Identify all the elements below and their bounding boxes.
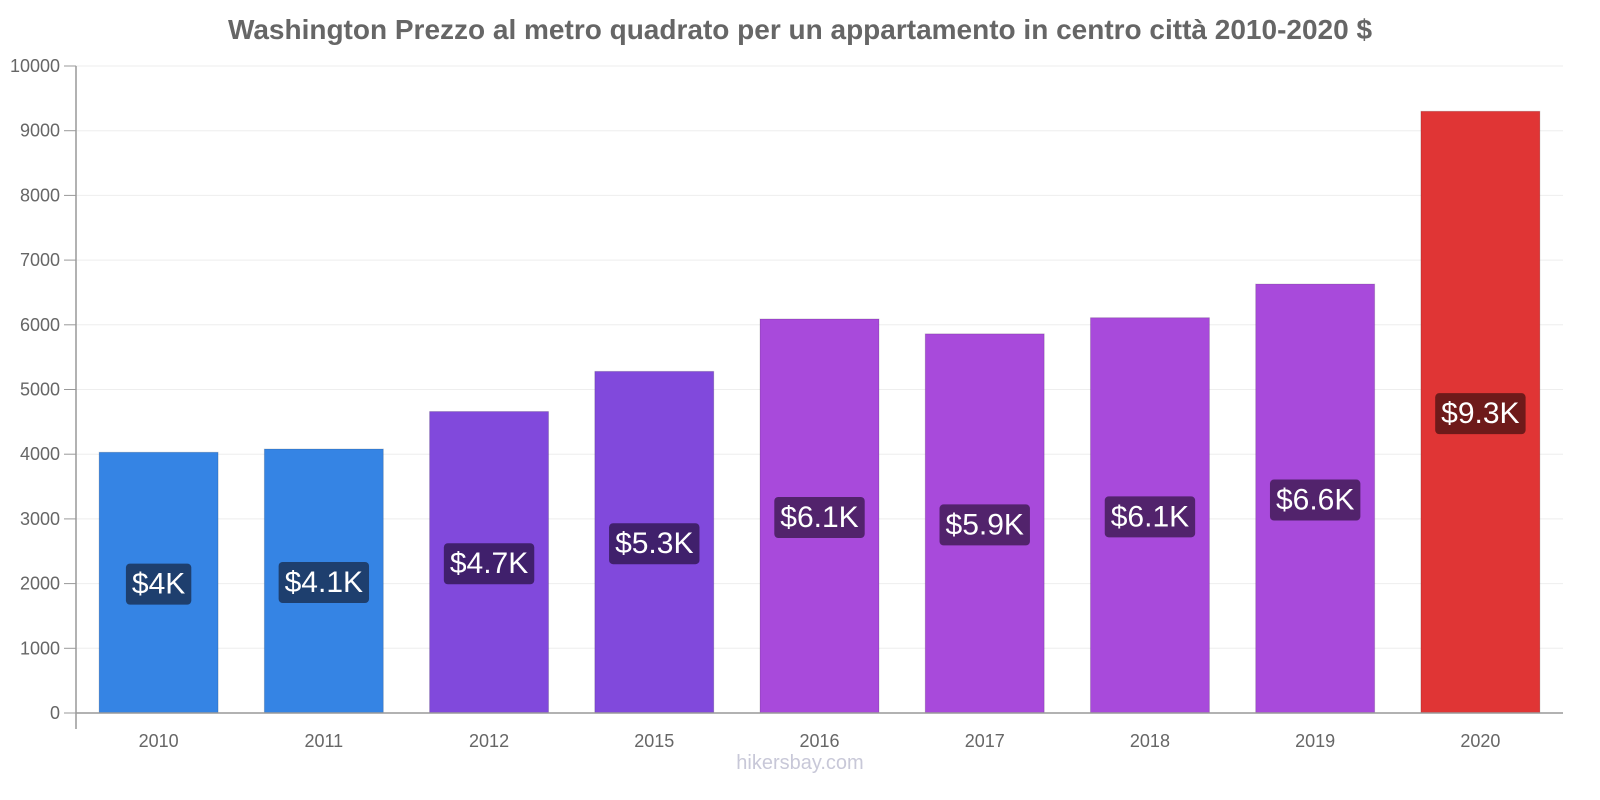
y-tick-label: 5000 xyxy=(20,380,60,400)
data-label-2018: $6.1K xyxy=(1104,496,1196,538)
y-tick-label: 8000 xyxy=(20,185,60,205)
y-tick-label: 6000 xyxy=(20,315,60,335)
y-tick-label: 7000 xyxy=(20,250,60,270)
y-tick-label: 0 xyxy=(50,703,60,723)
data-label-2011: $4.1K xyxy=(278,562,370,604)
data-label-text: $6.1K xyxy=(780,501,858,534)
watermark: hikersbay.com xyxy=(736,752,864,774)
data-label-2010: $4K xyxy=(125,563,192,605)
y-tick-label: 3000 xyxy=(20,509,60,529)
data-label-text: $5.9K xyxy=(946,508,1024,541)
data-label-text: $6.1K xyxy=(1111,500,1189,533)
data-label-text: $6.6K xyxy=(1276,484,1354,517)
data-label-background xyxy=(939,504,1030,546)
data-label-background xyxy=(125,563,192,605)
data-label-text: $4K xyxy=(132,568,185,601)
x-tick-label: 2015 xyxy=(634,731,674,751)
x-tick-label: 2012 xyxy=(469,731,509,751)
data-label-text: $5.3K xyxy=(615,527,693,560)
data-label-background xyxy=(1435,393,1526,435)
data-label-background xyxy=(774,496,865,538)
data-label-2020: $9.3K xyxy=(1435,393,1526,435)
x-tick-label: 2017 xyxy=(965,731,1005,751)
chart-title: Washington Prezzo al metro quadrato per … xyxy=(227,14,1373,45)
data-label-text: $4.7K xyxy=(450,547,528,580)
data-label-background xyxy=(1104,496,1196,538)
y-tick-label: 10000 xyxy=(10,56,60,76)
data-label-text: $4.1K xyxy=(285,566,363,599)
data-label-background xyxy=(278,562,370,604)
data-labels: $4K $4.1K $4.7K $5.3K $6.1K $5.9K $6.1K $6.6K $9… xyxy=(125,393,1526,605)
data-label-background xyxy=(443,543,535,585)
data-label-2016: $6.1K xyxy=(774,496,865,538)
x-tick-label: 2010 xyxy=(139,731,179,751)
x-tick-label: 2011 xyxy=(304,731,343,751)
y-tick-label: 4000 xyxy=(20,444,60,464)
data-label-2012: $4.7K xyxy=(443,543,535,585)
x-tick-label: 2020 xyxy=(1460,731,1500,751)
data-label-2015: $5.3K xyxy=(609,523,700,565)
x-tick-label: 2016 xyxy=(799,731,839,751)
data-label-2017: $5.9K xyxy=(939,504,1030,546)
y-tick-label: 9000 xyxy=(20,121,60,141)
x-tick-label: 2019 xyxy=(1295,731,1335,751)
data-label-text: $9.3K xyxy=(1441,397,1519,430)
data-label-2019: $6.6K xyxy=(1269,479,1361,521)
y-tick-label: 1000 xyxy=(20,638,60,658)
bars xyxy=(98,110,1541,714)
data-label-background xyxy=(1269,479,1361,521)
data-label-background xyxy=(609,523,700,565)
y-tick-label: 2000 xyxy=(20,574,60,594)
x-tick-label: 2018 xyxy=(1130,731,1170,751)
axes: 0 1000 2000 3000 4000 5000 6000 7000 8000 9000 100… xyxy=(10,56,1563,751)
